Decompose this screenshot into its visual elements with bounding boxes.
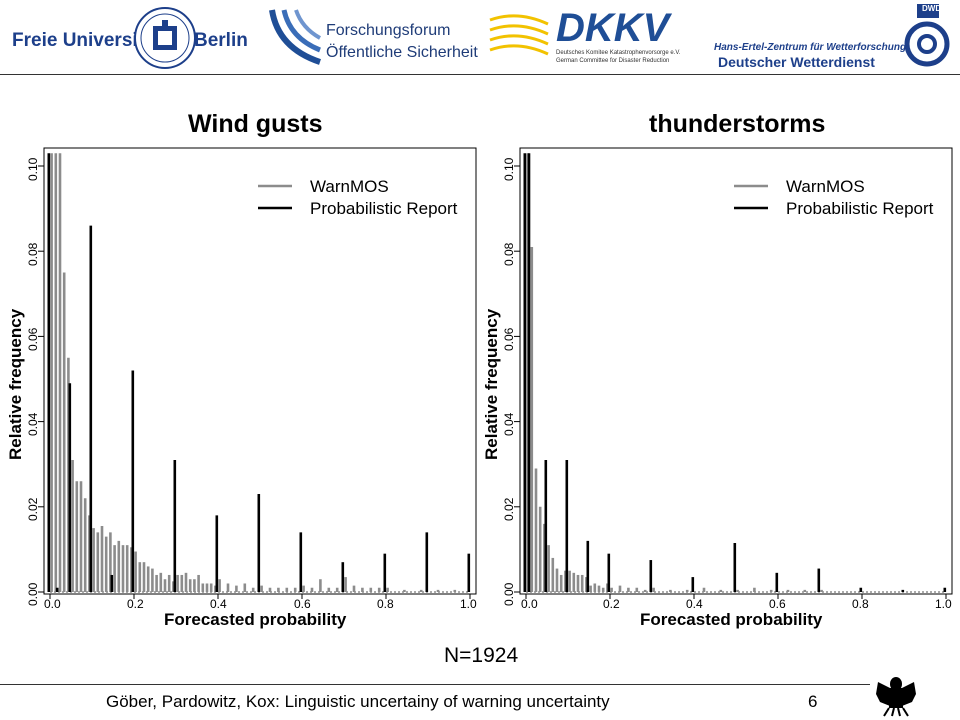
chart1-xtick-label: 0.0 [44, 597, 61, 611]
chart2-ylabel: Relative frequency [482, 308, 501, 460]
forum-waves-icon [269, 9, 322, 65]
chart1-legend-report: Probabilistic Report [310, 199, 458, 218]
logo-forschungsforum: Forschungsforum Öffentliche Sicherheit [268, 4, 478, 70]
chart2-xtick-label: 1.0 [935, 597, 952, 611]
chart1-xtick-label: 0.8 [377, 597, 394, 611]
chart1-ytick-label: 0.10 [26, 157, 40, 181]
sample-size-label: N=1924 [444, 644, 519, 667]
panel-title-thunderstorms: thunderstorms [649, 110, 826, 138]
footer-citation: Göber, Pardowitz, Kox: Linguistic uncert… [106, 692, 610, 711]
chart2-xtick-label: 0.6 [769, 597, 786, 611]
chart1-ytick-label: 0.00 [26, 582, 40, 606]
chart1-ytick-label: 0.06 [26, 327, 40, 351]
page-number: 6 [808, 692, 818, 711]
dkkv-sub2: German Committee for Disaster Reduction [556, 58, 670, 64]
chart2-xtick-label: 0.8 [852, 597, 869, 611]
dwd-badge: DWD [922, 4, 942, 13]
fu-seal-icon [134, 7, 196, 69]
dkkv-sun-icon [489, 14, 549, 56]
logo-fu-right-text: Berlin [194, 30, 248, 51]
chart1-ylabel: Relative frequency [6, 308, 25, 460]
chart1-xtick-label: 0.4 [210, 597, 227, 611]
federal-eagle-icon [876, 677, 916, 717]
chart1-xtick-label: 1.0 [460, 597, 477, 611]
logo-dwd: Hans-Ertel-Zentrum für Wetterforschung D… [706, 2, 956, 72]
logo-fu-left-text: Freie Universität [12, 30, 161, 51]
chart2-ytick-label: 0.04 [502, 412, 516, 436]
chart1-xlabel: Forecasted probability [164, 610, 347, 629]
chart1-ytick-label: 0.08 [26, 242, 40, 266]
chart1-ytick-label: 0.02 [26, 497, 40, 521]
chart2-xtick-label: 0.2 [603, 597, 620, 611]
dwd-line2: Deutscher Wetterdienst [718, 54, 875, 70]
chart1-ytick-label: 0.04 [26, 412, 40, 436]
dkkv-name: DKKV [556, 6, 670, 50]
header-rule [0, 74, 960, 75]
logo-freie-universitaet: Freie Universität Berlin [8, 4, 248, 70]
forum-line1: Forschungsforum [326, 22, 451, 39]
chart1-xtick-label: 0.6 [294, 597, 311, 611]
chart1-xtick-label: 0.2 [127, 597, 144, 611]
chart2-ytick-label: 0.10 [502, 157, 516, 181]
chart1-legend-bg [250, 168, 474, 226]
chart2-ytick-label: 0.06 [502, 327, 516, 351]
chart2-legend-swatches [734, 184, 768, 210]
chart2-xtick-label: 0.0 [521, 597, 538, 611]
chart2-legend-bg [726, 168, 950, 226]
chart2-legend-report: Probabilistic Report [786, 199, 934, 218]
footer-rule [0, 684, 870, 685]
dwd-line1: Hans-Ertel-Zentrum für Wetterforschung [714, 42, 907, 53]
panel-title-wind-gusts: Wind gusts [188, 110, 323, 138]
chart2-xlabel: Forecasted probability [640, 610, 823, 629]
chart2-plot-frame [519, 147, 953, 595]
chart2-ytick-label: 0.00 [502, 582, 516, 606]
logo-dkkv: DKKV Deutsches Komitee Katastrophenvorso… [488, 4, 688, 70]
chart1-legend-swatches [258, 184, 292, 210]
chart1-legend-warnmos: WarnMOS [310, 177, 389, 196]
chart2-legend-warnmos: WarnMOS [786, 177, 865, 196]
chart2-ytick-label: 0.02 [502, 497, 516, 521]
chart2-xtick-label: 0.4 [686, 597, 703, 611]
chart1-plot-frame [43, 147, 477, 595]
forum-line2: Öffentliche Sicherheit [326, 44, 478, 61]
dwd-emblem-icon [904, 4, 950, 67]
chart2-ytick-label: 0.08 [502, 242, 516, 266]
dkkv-sub1: Deutsches Komitee Katastrophenvorsorge e… [556, 50, 681, 56]
